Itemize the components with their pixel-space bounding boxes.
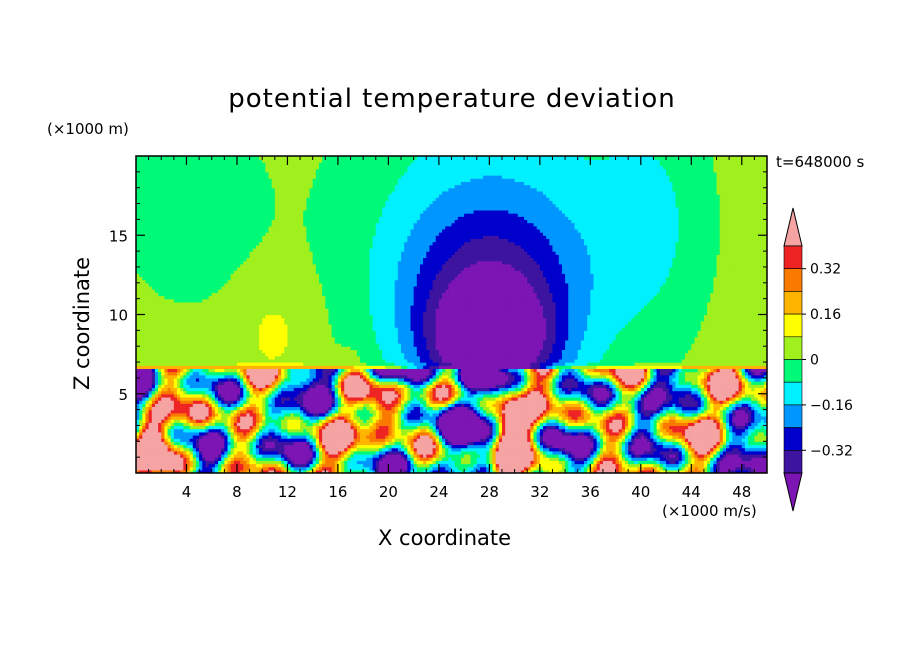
temperature-field	[136, 156, 768, 474]
